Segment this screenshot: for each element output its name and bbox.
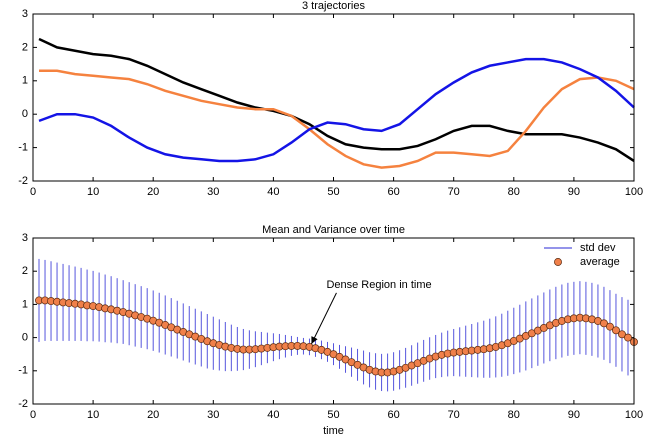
annotation-arrow <box>311 292 337 345</box>
y-tick-label: 2 <box>22 265 28 277</box>
x-axis-label: time <box>323 425 344 437</box>
y-tick-label: -1 <box>18 142 28 154</box>
average-marker <box>606 322 614 331</box>
x-tick-label: 70 <box>448 186 460 198</box>
x-tick-label: 70 <box>448 409 460 421</box>
x-tick-label: 60 <box>387 186 399 198</box>
x-tick-label: 90 <box>568 409 580 421</box>
x-tick-label: 60 <box>387 409 399 421</box>
y-tick-label: 2 <box>22 41 28 53</box>
average-marker <box>612 326 620 335</box>
x-tick-label: 40 <box>267 409 279 421</box>
x-tick-label: 10 <box>87 186 99 198</box>
x-tick-label: 20 <box>147 186 159 198</box>
chart-title: Mean and Variance over time <box>262 224 405 236</box>
trajectory-line <box>38 37 635 163</box>
x-tick-label: 100 <box>625 409 643 421</box>
y-tick-label: 0 <box>22 108 28 120</box>
y-tick-label: 0 <box>22 332 28 344</box>
x-tick-label: 0 <box>30 186 36 198</box>
x-tick-label: 90 <box>568 186 580 198</box>
y-tick-label: -2 <box>18 398 28 410</box>
y-tick-label: 3 <box>22 8 28 20</box>
x-tick-label: 80 <box>508 409 520 421</box>
x-tick-label: 10 <box>87 409 99 421</box>
x-tick-label: 30 <box>207 186 219 198</box>
chart-title: 3 trajectories <box>302 0 365 12</box>
trajectory-line <box>38 57 635 163</box>
y-tick-label: 3 <box>22 232 28 244</box>
average-marker <box>618 330 626 339</box>
x-tick-label: 30 <box>207 409 219 421</box>
legend-label: average <box>580 256 620 268</box>
trajectory-line <box>39 69 635 169</box>
y-tick-label: 1 <box>22 298 28 310</box>
average-marker <box>624 333 632 342</box>
y-tick-label: -1 <box>18 365 28 377</box>
x-tick-label: 50 <box>327 186 339 198</box>
y-tick-label: 1 <box>22 75 28 87</box>
plot-frame <box>32 13 635 182</box>
x-tick-label: 20 <box>147 409 159 421</box>
legend-swatch <box>554 258 562 266</box>
annotation: Dense Region in time <box>326 279 431 291</box>
x-tick-label: 50 <box>327 409 339 421</box>
average-marker <box>600 319 608 328</box>
x-tick-label: 100 <box>625 186 643 198</box>
y-tick-label: -2 <box>18 175 28 187</box>
legend-label: std dev <box>580 242 616 254</box>
x-tick-label: 80 <box>508 186 520 198</box>
x-tick-label: 0 <box>30 409 36 421</box>
x-tick-label: 40 <box>267 186 279 198</box>
plot-frame <box>32 237 635 405</box>
